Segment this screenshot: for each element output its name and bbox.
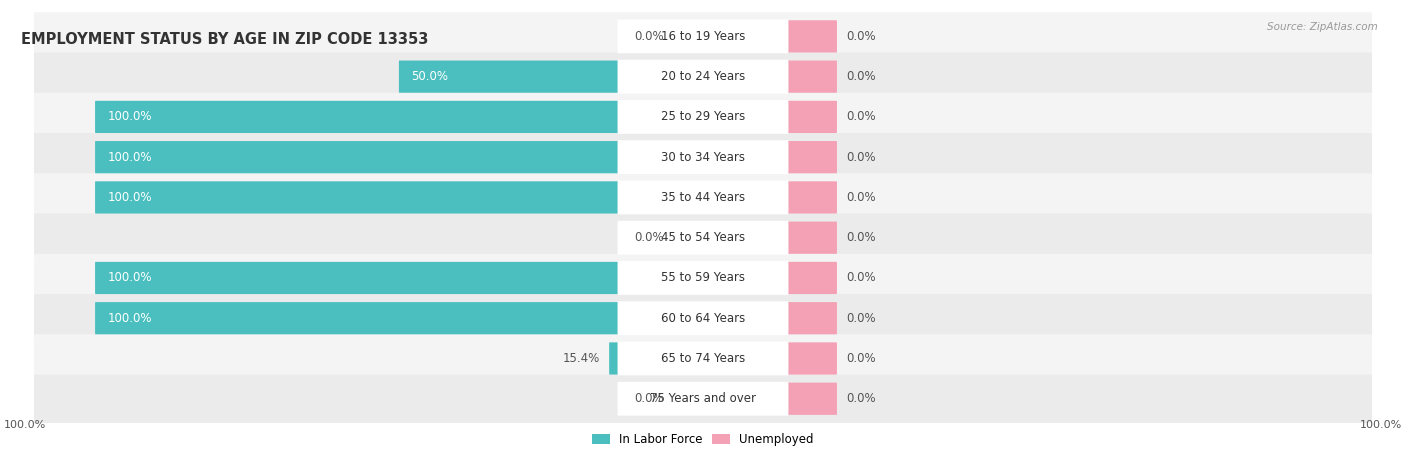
Text: 100.0%: 100.0% [107, 312, 152, 325]
Text: 0.0%: 0.0% [846, 231, 876, 244]
Text: 100.0%: 100.0% [107, 271, 152, 284]
FancyBboxPatch shape [787, 342, 837, 374]
Text: 16 to 19 Years: 16 to 19 Years [661, 30, 745, 43]
FancyBboxPatch shape [617, 382, 789, 416]
FancyBboxPatch shape [609, 342, 619, 374]
Text: 0.0%: 0.0% [846, 312, 876, 325]
FancyBboxPatch shape [787, 382, 837, 415]
FancyBboxPatch shape [787, 302, 837, 334]
FancyBboxPatch shape [787, 20, 837, 53]
Text: Source: ZipAtlas.com: Source: ZipAtlas.com [1267, 22, 1378, 32]
FancyBboxPatch shape [672, 20, 727, 53]
Text: 0.0%: 0.0% [846, 70, 876, 83]
FancyBboxPatch shape [96, 101, 619, 133]
FancyBboxPatch shape [399, 61, 619, 93]
Text: 0.0%: 0.0% [846, 392, 876, 405]
FancyBboxPatch shape [787, 221, 837, 254]
FancyBboxPatch shape [96, 141, 619, 173]
Text: 0.0%: 0.0% [846, 110, 876, 123]
Text: 0.0%: 0.0% [846, 352, 876, 365]
FancyBboxPatch shape [787, 262, 837, 294]
Text: 45 to 54 Years: 45 to 54 Years [661, 231, 745, 244]
Text: 0.0%: 0.0% [846, 151, 876, 164]
Text: 100.0%: 100.0% [4, 420, 46, 430]
FancyBboxPatch shape [34, 173, 1372, 221]
FancyBboxPatch shape [617, 60, 789, 94]
Text: 20 to 24 Years: 20 to 24 Years [661, 70, 745, 83]
FancyBboxPatch shape [617, 180, 789, 214]
Text: 65 to 74 Years: 65 to 74 Years [661, 352, 745, 365]
FancyBboxPatch shape [617, 140, 789, 174]
FancyBboxPatch shape [672, 382, 727, 415]
FancyBboxPatch shape [96, 302, 619, 334]
Legend: In Labor Force, Unemployed: In Labor Force, Unemployed [588, 428, 818, 450]
FancyBboxPatch shape [787, 181, 837, 214]
Text: 25 to 29 Years: 25 to 29 Years [661, 110, 745, 123]
FancyBboxPatch shape [787, 141, 837, 173]
FancyBboxPatch shape [34, 254, 1372, 302]
FancyBboxPatch shape [34, 133, 1372, 181]
Text: 60 to 64 Years: 60 to 64 Years [661, 312, 745, 325]
FancyBboxPatch shape [787, 101, 837, 133]
Text: 100.0%: 100.0% [107, 191, 152, 204]
FancyBboxPatch shape [672, 221, 727, 254]
FancyBboxPatch shape [617, 221, 789, 255]
Text: 50.0%: 50.0% [412, 70, 449, 83]
Text: 0.0%: 0.0% [634, 30, 664, 43]
FancyBboxPatch shape [34, 12, 1372, 61]
FancyBboxPatch shape [34, 334, 1372, 382]
FancyBboxPatch shape [617, 261, 789, 295]
FancyBboxPatch shape [34, 294, 1372, 342]
FancyBboxPatch shape [96, 262, 619, 294]
Text: 35 to 44 Years: 35 to 44 Years [661, 191, 745, 204]
FancyBboxPatch shape [34, 93, 1372, 141]
FancyBboxPatch shape [34, 53, 1372, 101]
Text: 100.0%: 100.0% [107, 151, 152, 164]
Text: 0.0%: 0.0% [846, 271, 876, 284]
Text: 0.0%: 0.0% [634, 392, 664, 405]
Text: 55 to 59 Years: 55 to 59 Years [661, 271, 745, 284]
FancyBboxPatch shape [34, 214, 1372, 262]
Text: EMPLOYMENT STATUS BY AGE IN ZIP CODE 13353: EMPLOYMENT STATUS BY AGE IN ZIP CODE 133… [21, 32, 429, 46]
FancyBboxPatch shape [617, 342, 789, 375]
FancyBboxPatch shape [96, 181, 619, 214]
Text: 75 Years and over: 75 Years and over [650, 392, 756, 405]
FancyBboxPatch shape [617, 302, 789, 335]
Text: 30 to 34 Years: 30 to 34 Years [661, 151, 745, 164]
FancyBboxPatch shape [34, 374, 1372, 423]
Text: 0.0%: 0.0% [846, 30, 876, 43]
FancyBboxPatch shape [617, 100, 789, 134]
FancyBboxPatch shape [617, 19, 789, 53]
FancyBboxPatch shape [787, 61, 837, 93]
Text: 100.0%: 100.0% [107, 110, 152, 123]
Text: 100.0%: 100.0% [1360, 420, 1402, 430]
Text: 15.4%: 15.4% [562, 352, 600, 365]
Text: 0.0%: 0.0% [846, 191, 876, 204]
Text: 0.0%: 0.0% [634, 231, 664, 244]
